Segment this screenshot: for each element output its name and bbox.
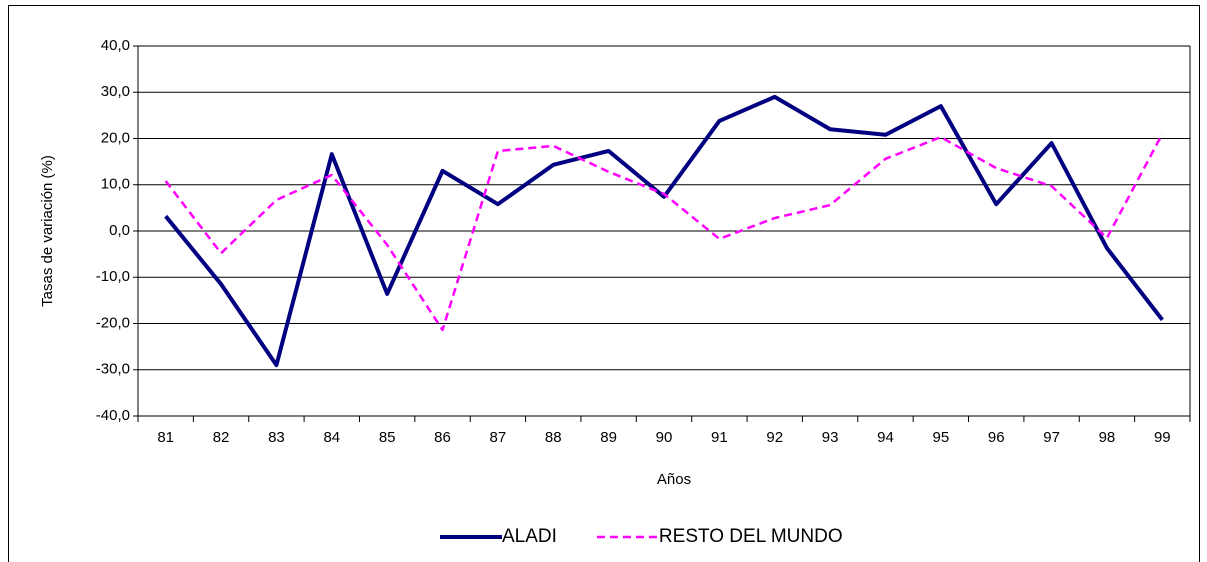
frame <box>8 5 1200 562</box>
x-tick-label: 83 <box>268 429 285 446</box>
y-tick-label: -20,0 <box>96 314 130 331</box>
legend-label: RESTO DEL MUNDO <box>659 526 843 547</box>
y-tick-label: -30,0 <box>96 361 130 378</box>
y-axis-label: Tasas de variación (%) <box>39 155 56 307</box>
x-tick-label: 81 <box>157 429 174 446</box>
y-tick-label: 20,0 <box>101 129 130 146</box>
y-tick-label: -40,0 <box>96 407 130 424</box>
line-series <box>164 94 1164 368</box>
y-tick-label: 40,0 <box>101 37 130 54</box>
x-tick-label: 91 <box>711 429 728 446</box>
x-tick-label: 96 <box>988 429 1005 446</box>
y-tick-label: 10,0 <box>101 176 130 193</box>
y-tick-label: 0,0 <box>109 222 130 239</box>
x-tick-label: 82 <box>213 429 230 446</box>
x-tick-label: 89 <box>600 429 617 446</box>
x-tick-label: 93 <box>822 429 839 446</box>
legend-label: ALADI <box>502 526 557 547</box>
x-tick-label: 88 <box>545 429 562 446</box>
x-tick-label: 99 <box>1154 429 1171 446</box>
x-tick-label: 98 <box>1099 429 1116 446</box>
y-tick-label: -10,0 <box>96 268 130 285</box>
x-tick-label: 84 <box>323 429 340 446</box>
x-tick-label: 90 <box>656 429 673 446</box>
x-tick-label: 85 <box>379 429 396 446</box>
x-tick-label: 94 <box>877 429 894 446</box>
line-series <box>164 133 1164 332</box>
y-tick-label: 30,0 <box>101 83 130 100</box>
x-axis-label: Años <box>657 471 691 488</box>
x-tick-label: 95 <box>932 429 949 446</box>
x-tick-label: 92 <box>766 429 783 446</box>
x-tick-label: 97 <box>1043 429 1060 446</box>
x-tick-label: 86 <box>434 429 451 446</box>
x-tick-label: 87 <box>490 429 507 446</box>
